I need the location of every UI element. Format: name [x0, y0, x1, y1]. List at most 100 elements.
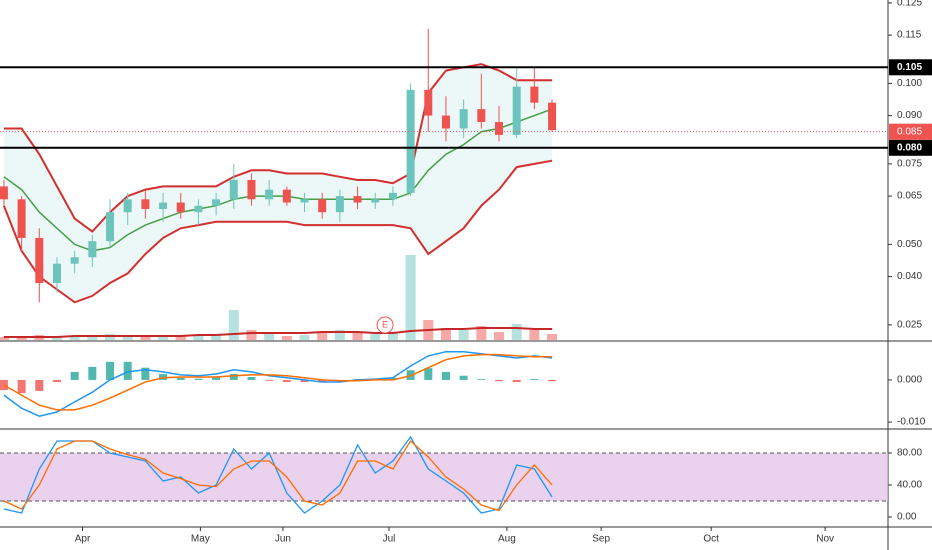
volume-bar — [476, 326, 487, 340]
price-label: 0.080 — [897, 142, 922, 153]
candle-body — [371, 199, 380, 203]
macd-histogram-bar — [318, 379, 327, 383]
candle-body — [495, 122, 504, 135]
candle-body — [530, 86, 539, 103]
x-tick-label: Aug — [498, 534, 516, 545]
macd-histogram-bar — [512, 379, 521, 383]
volume-bar — [122, 336, 133, 340]
volume-bar — [0, 337, 9, 340]
volume-bar — [387, 332, 398, 340]
macd-histogram-bar — [548, 379, 557, 382]
volume-bar — [264, 334, 275, 340]
candle-body — [318, 199, 327, 213]
macd-line — [3, 350, 553, 417]
macd-histogram-bar — [388, 377, 397, 380]
volume-bar — [281, 336, 292, 340]
macd-histogram-bar — [106, 361, 115, 380]
candle-body — [52, 263, 61, 284]
macd-histogram-bar — [530, 379, 539, 380]
macd-histogram-bar — [123, 361, 132, 380]
candle-body — [424, 89, 433, 116]
candle-body — [282, 189, 291, 203]
volume-bar — [547, 334, 558, 340]
macd-histogram-bar — [424, 368, 433, 380]
y-tick-label: 0.100 — [897, 78, 922, 89]
volume-bar — [334, 330, 345, 340]
volume-bar — [352, 332, 363, 340]
x-tick-label: Apr — [75, 534, 91, 545]
y-tick-label: 40.00 — [897, 480, 922, 491]
candle-body — [88, 241, 97, 258]
bollinger-lower — [2, 159, 553, 304]
volume-bar — [211, 334, 222, 340]
volume-bar — [317, 332, 328, 340]
volume-bar — [458, 330, 469, 340]
candle-body — [229, 179, 238, 200]
macd-histogram-bar — [212, 376, 221, 380]
volume-bar — [193, 336, 204, 340]
volume-bar — [51, 337, 62, 340]
macd-histogram-bar — [300, 379, 309, 383]
volume-bar — [87, 336, 98, 340]
stoch-line — [3, 440, 553, 512]
candle-body — [265, 189, 274, 200]
candle-body — [512, 86, 521, 135]
candle-body — [548, 102, 557, 131]
macd-histogram-bar — [88, 366, 97, 380]
y-tick-label: 0.065 — [897, 191, 922, 202]
candle-body — [106, 212, 115, 242]
candle-body — [459, 109, 468, 129]
volume-bar — [246, 330, 257, 340]
x-tick-label: Nov — [816, 534, 834, 545]
macd-histogram-bar — [247, 376, 256, 380]
candle-body — [17, 199, 26, 238]
macd-histogram-bar — [194, 378, 203, 380]
volume-bar — [299, 335, 310, 340]
macd-histogram-bar — [35, 379, 44, 391]
volume-bar — [440, 328, 451, 340]
macd-histogram-bar — [17, 379, 26, 394]
macd-histogram-bar — [52, 379, 61, 383]
earnings-marker — [376, 316, 394, 334]
y-tick-label: 80.00 — [897, 448, 922, 459]
y-tick-label: 0.050 — [897, 239, 922, 250]
x-tick-label: Oct — [703, 534, 719, 545]
candle-body — [335, 196, 344, 213]
y-tick-label: 0.040 — [897, 271, 922, 282]
volume-bar — [140, 337, 151, 340]
candle-body — [70, 257, 79, 264]
candle-body — [141, 199, 150, 209]
candle-body — [247, 179, 256, 200]
candle-body — [35, 237, 44, 284]
candle-body — [353, 196, 362, 203]
macd-histogram-bar — [282, 379, 291, 383]
macd-histogram-bar — [495, 379, 504, 382]
volume-bar — [228, 310, 239, 340]
volume-bar — [175, 335, 186, 340]
volume-bar — [494, 332, 505, 340]
price-label: 0.105 — [897, 62, 922, 73]
volume-bar — [405, 255, 416, 340]
macd-histogram-bar — [477, 379, 486, 380]
price-label-box — [889, 59, 932, 76]
x-tick-label: Sep — [592, 534, 610, 545]
volume-ma-line — [3, 327, 553, 338]
macd-histogram-bar — [265, 379, 274, 381]
macd-histogram-bar — [176, 377, 185, 380]
x-tick-label: Jun — [275, 534, 291, 545]
x-tick-label: May — [191, 534, 210, 545]
volume-bar — [370, 334, 381, 340]
macd-histogram-bar — [159, 374, 168, 380]
candle-body — [0, 186, 8, 200]
bollinger-fill — [3, 64, 553, 303]
volume-bar — [158, 336, 169, 340]
y-tick-label: 0.075 — [897, 159, 922, 170]
candle-body — [441, 115, 450, 129]
candle-body — [123, 199, 132, 213]
y-tick-label: 0.090 — [897, 110, 922, 121]
y-tick-label: 0.000 — [897, 375, 922, 386]
price-label-box — [889, 139, 932, 156]
candle-body — [176, 202, 185, 213]
candle-body — [300, 199, 309, 203]
